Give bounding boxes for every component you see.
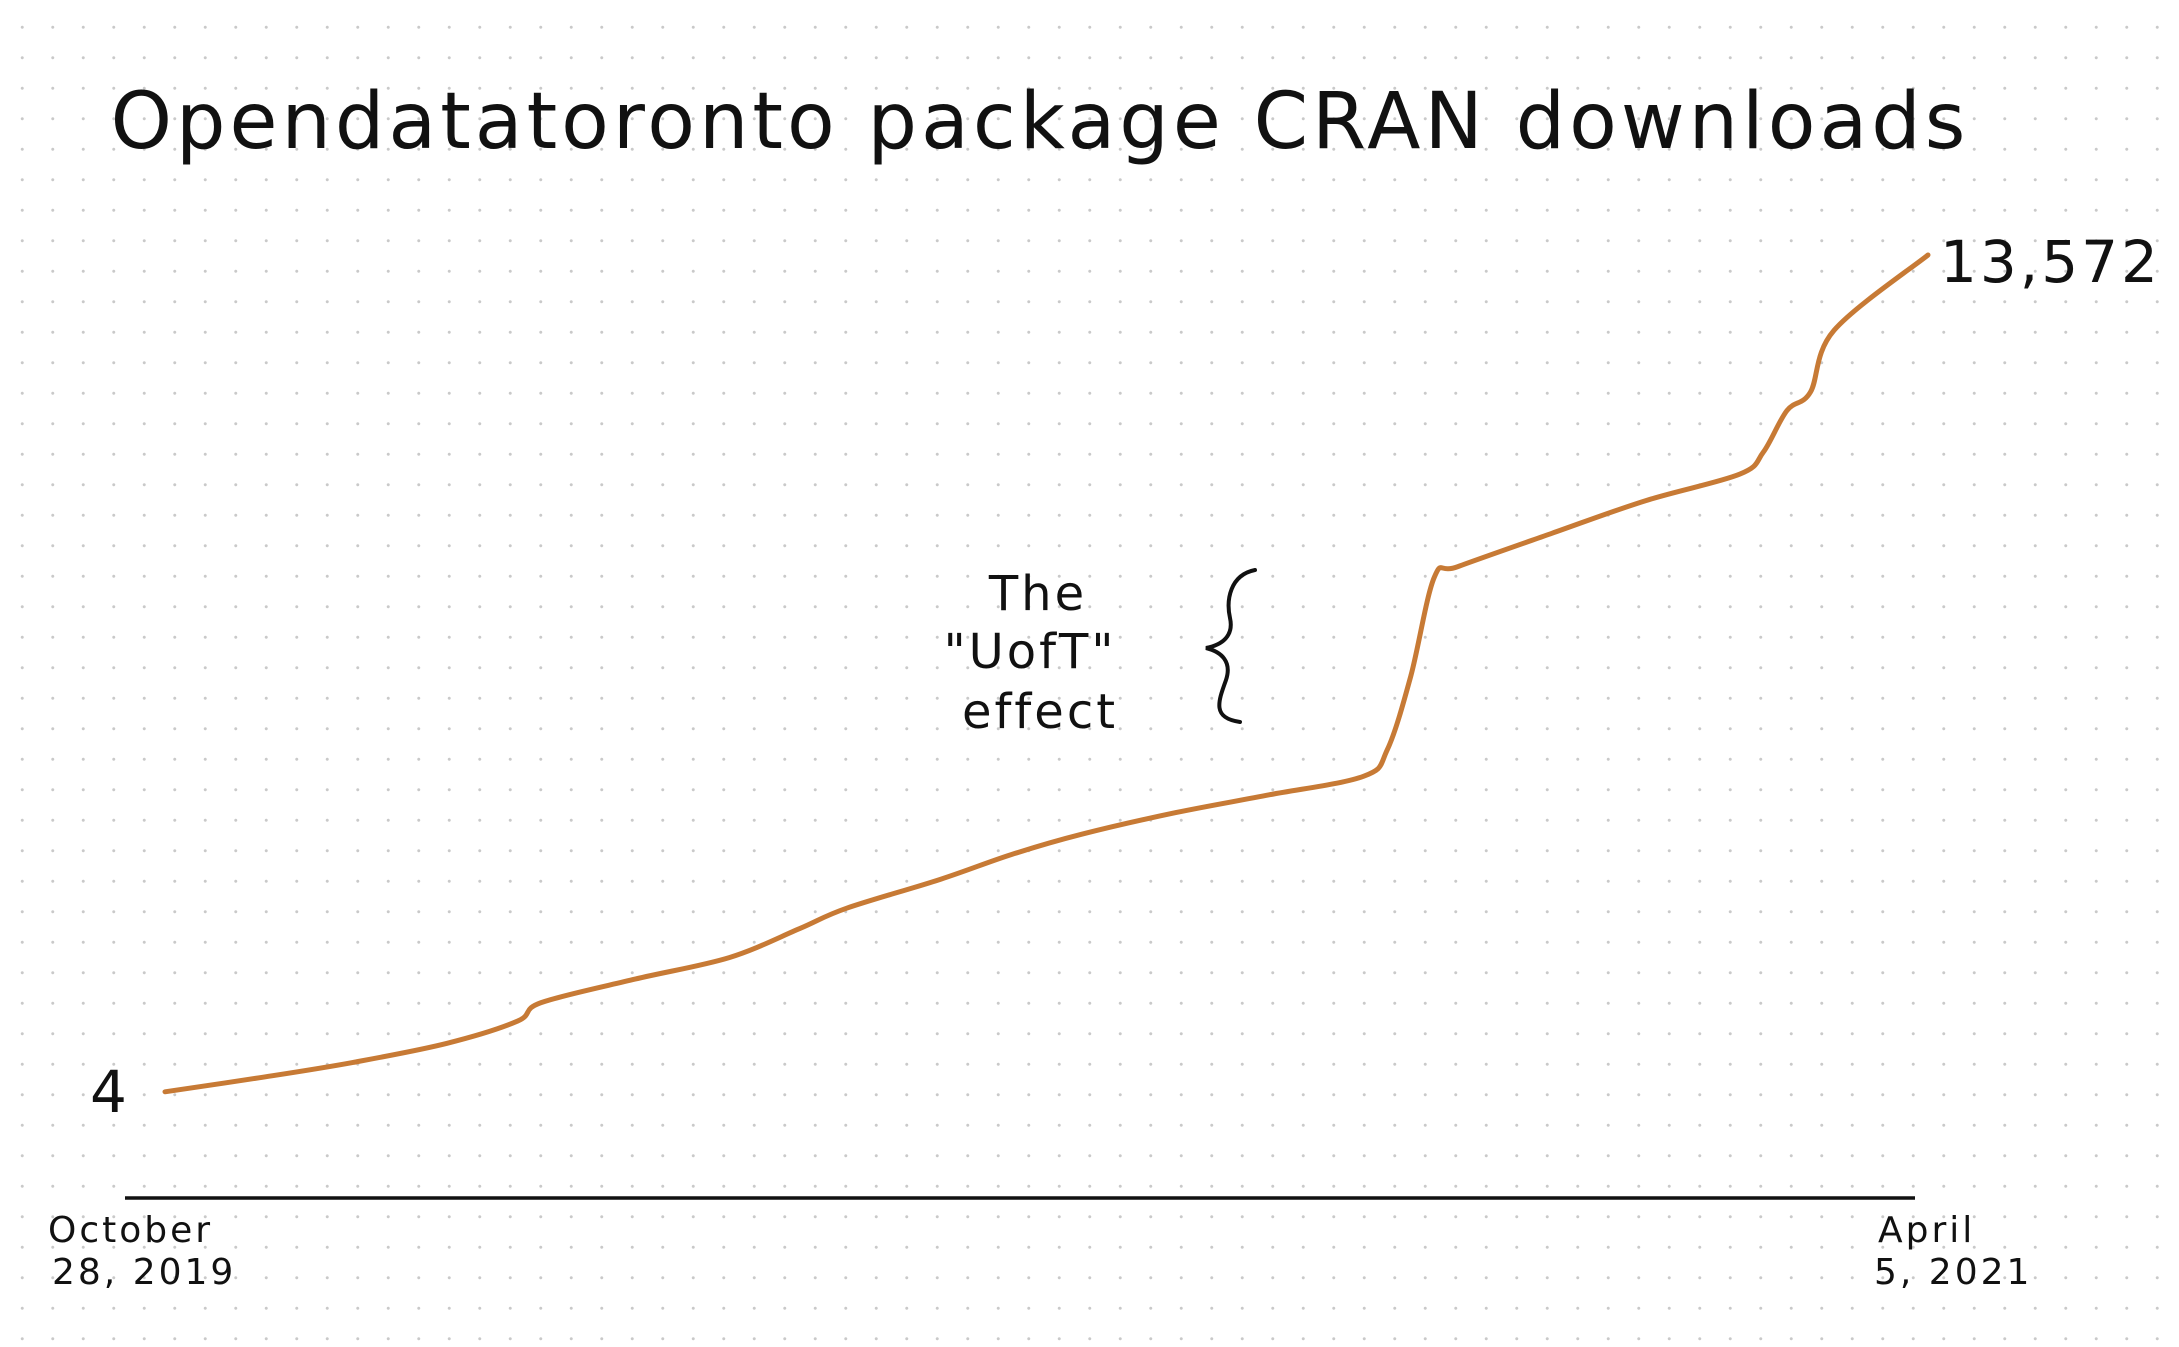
start-value-label: 4 <box>90 1058 130 1126</box>
annotation-line-3: effect <box>962 684 1118 740</box>
x-start-label-day: 28, 2019 <box>52 1252 236 1293</box>
annotation-brace <box>1205 568 1257 724</box>
end-value-label: 13,572 <box>1940 228 2161 296</box>
x-end-label-month: April <box>1878 1210 1975 1251</box>
chart-title: Opendatatoronto package CRAN downloads <box>111 77 1970 167</box>
x-start-label-month: October <box>48 1210 213 1251</box>
series-layer <box>162 252 1931 1095</box>
annotation-line-1: The <box>988 566 1087 622</box>
x-end-label-day: 5, 2021 <box>1874 1252 2032 1293</box>
series-line <box>162 252 1931 1095</box>
annotation-line-2: "UofT" <box>944 624 1117 680</box>
